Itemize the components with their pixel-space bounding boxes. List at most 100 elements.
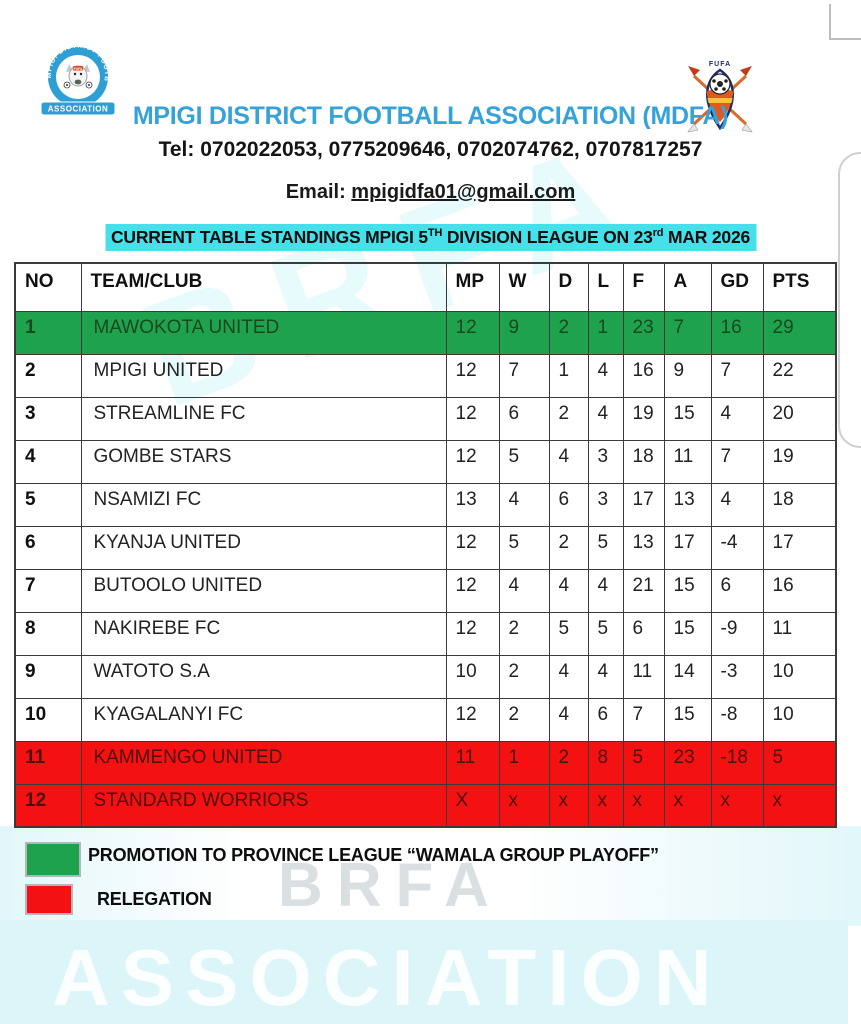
stat-cell: 11 bbox=[445, 740, 500, 785]
stat-cell: 11 bbox=[622, 654, 665, 699]
team-name-cell: MAWOKOTA UNITED bbox=[80, 310, 447, 355]
stat-cell: 5 bbox=[548, 611, 589, 656]
association-watermark: ASSOCIATION bbox=[52, 933, 723, 1022]
column-header-w: W bbox=[498, 262, 550, 312]
position-cell: 5 bbox=[14, 482, 82, 527]
stat-cell: 4 bbox=[548, 568, 589, 613]
standings-banner: CURRENT TABLE STANDINGS MPIGI 5TH DIVISI… bbox=[104, 224, 757, 251]
stat-cell: x bbox=[622, 783, 665, 828]
brfa-watermark: BRFA bbox=[278, 851, 503, 920]
stat-cell: 4 bbox=[548, 439, 589, 484]
stat-cell: x bbox=[762, 783, 837, 828]
stat-cell: 23 bbox=[622, 310, 665, 355]
stat-cell: 12 bbox=[445, 568, 500, 613]
column-header-l: L bbox=[587, 262, 624, 312]
relegation-color-swatch bbox=[25, 884, 73, 915]
stat-cell: 2 bbox=[498, 611, 550, 656]
team-name-cell: WATOTO S.A bbox=[80, 654, 447, 699]
stat-cell: 5 bbox=[587, 525, 624, 570]
page-corner-line bbox=[829, 4, 861, 40]
stat-cell: 1 bbox=[587, 310, 624, 355]
column-header-a: A bbox=[663, 262, 712, 312]
stat-cell: 3 bbox=[587, 439, 624, 484]
stat-cell: 13 bbox=[445, 482, 500, 527]
stat-cell: 10 bbox=[762, 697, 837, 742]
stat-cell: 5 bbox=[622, 740, 665, 785]
stat-cell: 4 bbox=[710, 482, 764, 527]
stat-cell: x bbox=[548, 783, 589, 828]
team-name-cell: BUTOOLO UNITED bbox=[80, 568, 447, 613]
email-line: Email: mpigidfa01@gmail.com bbox=[0, 181, 861, 204]
stat-cell: 9 bbox=[663, 353, 712, 398]
promotion-color-swatch bbox=[25, 842, 81, 877]
stat-cell: -9 bbox=[710, 611, 764, 656]
stat-cell: 12 bbox=[445, 396, 500, 441]
column-header-team-club: TEAM/CLUB bbox=[80, 262, 447, 312]
email-address: mpigidfa01@gmail.com bbox=[351, 181, 576, 203]
stat-cell: 5 bbox=[498, 525, 550, 570]
stat-cell: 14 bbox=[663, 654, 712, 699]
position-cell: 7 bbox=[14, 568, 82, 613]
stat-cell: x bbox=[663, 783, 712, 828]
stat-cell: 19 bbox=[622, 396, 665, 441]
column-header-gd: GD bbox=[710, 262, 764, 312]
stat-cell: 3 bbox=[587, 482, 624, 527]
stat-cell: 4 bbox=[548, 697, 589, 742]
stat-cell: 12 bbox=[445, 353, 500, 398]
stat-cell: 12 bbox=[445, 525, 500, 570]
stat-cell: 15 bbox=[663, 568, 712, 613]
stat-cell: 21 bbox=[622, 568, 665, 613]
tel-line: Tel: 0702022053, 0775209646, 0702074762,… bbox=[158, 138, 703, 161]
stat-cell: 20 bbox=[762, 396, 837, 441]
stat-cell: 29 bbox=[762, 310, 837, 355]
stat-cell: 2 bbox=[548, 396, 589, 441]
stat-cell: -18 bbox=[710, 740, 764, 785]
stat-cell: -3 bbox=[710, 654, 764, 699]
position-cell: 9 bbox=[14, 654, 82, 699]
column-header-d: D bbox=[548, 262, 589, 312]
stat-cell: 6 bbox=[710, 568, 764, 613]
fufa-label: FUFA bbox=[709, 61, 731, 68]
relegation-legend-label: RELEGATION bbox=[97, 889, 212, 909]
stat-cell: 4 bbox=[587, 396, 624, 441]
mdfa-banner-label: ASSOCIATION bbox=[48, 105, 108, 114]
position-cell: 12 bbox=[14, 783, 82, 828]
stat-cell: 15 bbox=[663, 611, 712, 656]
position-cell: 4 bbox=[14, 439, 82, 484]
stat-cell: 4 bbox=[587, 353, 624, 398]
stat-cell: 7 bbox=[710, 353, 764, 398]
stat-cell: 7 bbox=[622, 697, 665, 742]
team-name-cell: NSAMIZI FC bbox=[80, 482, 447, 527]
stat-cell: 10 bbox=[762, 654, 837, 699]
stat-cell: 11 bbox=[762, 611, 837, 656]
scroll-indicator[interactable] bbox=[838, 152, 861, 448]
column-header-mp: MP bbox=[445, 262, 500, 312]
stat-cell: 2 bbox=[498, 654, 550, 699]
position-cell: 11 bbox=[14, 740, 82, 785]
stat-cell: 5 bbox=[762, 740, 837, 785]
stat-cell: 2 bbox=[548, 310, 589, 355]
mdfa-center-label: FUFA bbox=[74, 67, 83, 71]
team-name-cell: GOMBE STARS bbox=[80, 439, 447, 484]
team-name-cell: STREAMLINE FC bbox=[80, 396, 447, 441]
column-header-pts: PTS bbox=[762, 262, 837, 312]
mdfa-logo-icon: MPIGI DISTRICT FOOTBALL FUFA ASSOCIATION bbox=[33, 39, 120, 125]
team-name-cell: KYAGALANYI FC bbox=[80, 697, 447, 742]
standings-header-row: NO TEAM/CLUB MP W D L F A GD PTS bbox=[14, 262, 837, 312]
stat-cell: 10 bbox=[445, 654, 500, 699]
stat-cell: 23 bbox=[663, 740, 712, 785]
stat-cell: 17 bbox=[663, 525, 712, 570]
stat-cell: 9 bbox=[498, 310, 550, 355]
stat-cell: 1 bbox=[548, 353, 589, 398]
position-cell: 10 bbox=[14, 697, 82, 742]
stat-cell: 4 bbox=[548, 654, 589, 699]
banner-part2: DIVISION LEAGUE ON 23 bbox=[442, 227, 653, 247]
stat-cell: 15 bbox=[663, 396, 712, 441]
stat-cell: 6 bbox=[498, 396, 550, 441]
stat-cell: 6 bbox=[587, 697, 624, 742]
promotion-legend-label: PROMOTION TO PROVINCE LEAGUE “WAMALA GRO… bbox=[88, 845, 659, 865]
fufa-logo-icon: FUFA bbox=[684, 58, 756, 145]
position-cell: 6 bbox=[14, 525, 82, 570]
stat-cell: 19 bbox=[762, 439, 837, 484]
